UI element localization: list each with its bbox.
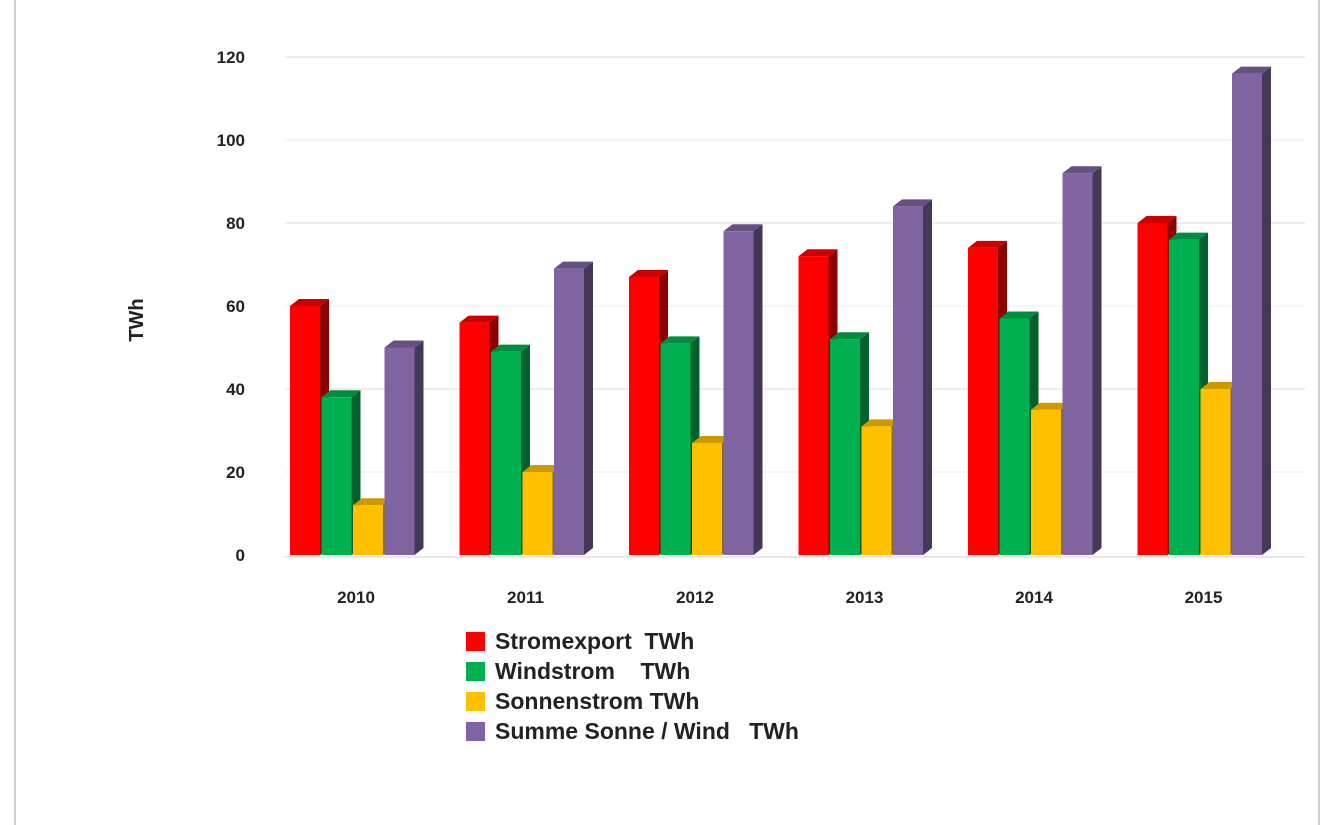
y-tick-label: 40 (226, 380, 245, 399)
legend-label: Sonnenstrom TWh (495, 687, 700, 714)
bar (723, 224, 763, 556)
x-tick-label: 2013 (846, 588, 884, 607)
legend: Stromexport TWh Windstrom TWh Sonnenstrom … (466, 626, 799, 746)
bar (893, 199, 932, 555)
y-axis-ticks: 0 20 40 60 80 100 120 (217, 48, 245, 565)
bar (290, 299, 329, 555)
x-tick-label: 2012 (676, 588, 714, 607)
bar-chart: 0 20 40 60 80 100 120 2010 2011 2012 2013 2014 2015… (126, 48, 1305, 607)
legend-label: Windstrom TWh (495, 657, 691, 684)
legend-item: Stromexport TWh (466, 626, 799, 656)
bar (1062, 166, 1102, 555)
bar (830, 332, 869, 555)
legend-item: Sonnenstrom TWh (466, 686, 799, 716)
x-tick-label: 2010 (337, 588, 375, 607)
legend-swatch (466, 721, 485, 741)
bars (290, 66, 1271, 556)
bar (1232, 66, 1271, 555)
chart-frame (14, 0, 1320, 825)
bar (384, 340, 424, 555)
legend-swatch (466, 661, 485, 681)
y-axis-label: TWh (126, 298, 148, 341)
legend-item: Windstrom TWh (466, 656, 799, 686)
y-tick-label: 0 (236, 546, 245, 565)
y-tick-label: 60 (226, 297, 245, 316)
legend-label: Summe Sonne / Wind TWh (495, 717, 799, 744)
legend-label: Stromexport TWh (495, 627, 695, 654)
x-axis-ticks: 2010 2011 2012 2013 2014 2015 (337, 588, 1222, 607)
bar (999, 311, 1039, 555)
x-tick-label: 2014 (1015, 588, 1053, 607)
bar (554, 261, 593, 555)
y-tick-label: 100 (217, 131, 245, 150)
legend-swatch (466, 691, 485, 711)
gridlines (285, 56, 1305, 558)
y-tick-label: 20 (226, 463, 245, 482)
legend-item: Summe Sonne / Wind TWh (466, 716, 799, 746)
x-tick-label: 2011 (507, 588, 544, 607)
x-tick-label: 2015 (1185, 588, 1223, 607)
legend-swatch (466, 631, 485, 651)
y-tick-label: 120 (217, 48, 245, 67)
y-tick-label: 80 (226, 214, 245, 233)
